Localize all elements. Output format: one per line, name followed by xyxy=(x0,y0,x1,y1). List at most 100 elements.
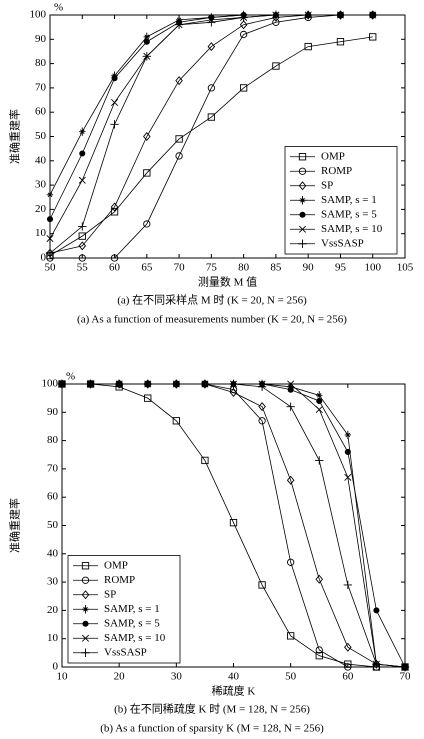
marker xyxy=(229,519,238,527)
marker xyxy=(372,659,381,669)
marker xyxy=(144,394,152,402)
y-tick-label: 80 xyxy=(47,434,59,446)
x-tick-label: 105 xyxy=(397,262,414,274)
x-tick-label: 65 xyxy=(141,262,153,274)
x-tick-label: 75 xyxy=(206,262,218,274)
marker xyxy=(287,558,295,566)
marker xyxy=(287,380,295,388)
marker xyxy=(298,153,307,161)
marker xyxy=(57,379,67,389)
marker xyxy=(287,632,295,640)
x-tick-label: 100 xyxy=(364,262,381,274)
marker xyxy=(207,42,216,52)
marker xyxy=(343,580,353,590)
y-tick-label: 10 xyxy=(35,227,47,239)
y-tick-label: 100 xyxy=(30,9,47,21)
marker xyxy=(229,387,238,397)
marker xyxy=(298,239,307,248)
marker xyxy=(239,84,248,92)
legend-label: SP xyxy=(321,179,333,191)
y-unit: % xyxy=(54,2,63,14)
marker xyxy=(110,120,119,129)
marker xyxy=(316,397,323,405)
marker xyxy=(298,167,307,175)
marker xyxy=(315,405,323,413)
marker xyxy=(315,652,323,660)
x-axis-label: 稀疏度 K xyxy=(212,684,256,698)
marker xyxy=(175,152,183,160)
marker xyxy=(298,181,307,191)
marker xyxy=(143,132,151,141)
x-tick-label: 20 xyxy=(114,671,126,683)
x-tick-label: 55 xyxy=(77,262,89,274)
marker xyxy=(110,208,119,216)
series xyxy=(57,379,410,672)
marker xyxy=(373,607,380,614)
x-tick-label: 60 xyxy=(342,671,354,683)
marker xyxy=(111,98,119,106)
y-tick-label: 20 xyxy=(35,203,47,215)
caption: (a) 在不同采样点 M 时 (K = 20, N = 256) xyxy=(117,293,307,307)
x-tick-label: 30 xyxy=(171,671,183,683)
marker xyxy=(303,10,313,20)
marker xyxy=(78,241,87,251)
marker xyxy=(298,225,307,233)
marker xyxy=(82,620,89,627)
y-tick-label: 70 xyxy=(35,81,47,93)
marker xyxy=(336,38,345,46)
x-tick-label: 40 xyxy=(228,671,240,683)
marker xyxy=(142,52,152,61)
y-tick-label: 80 xyxy=(35,57,47,69)
marker xyxy=(81,648,90,657)
marker xyxy=(258,402,266,412)
marker xyxy=(143,38,150,45)
x-tick-label: 70 xyxy=(400,671,412,683)
marker xyxy=(299,211,306,218)
marker xyxy=(86,379,95,389)
caption: (b) As a function of sparsity K (M = 128… xyxy=(100,723,324,735)
x-tick-label: 80 xyxy=(238,262,250,274)
y-tick-label: 90 xyxy=(47,406,59,418)
marker xyxy=(239,20,248,30)
marker xyxy=(81,634,90,642)
x-tick-label: 90 xyxy=(303,262,315,274)
marker xyxy=(46,235,54,243)
y-tick-label: 0 xyxy=(41,252,47,264)
marker xyxy=(344,448,351,455)
marker xyxy=(258,581,266,589)
legend-label: ROMP xyxy=(104,574,135,586)
y-tick-label: 50 xyxy=(47,519,59,531)
x-tick-label: 70 xyxy=(174,262,186,274)
marker xyxy=(82,605,89,614)
y-tick-label: 20 xyxy=(47,604,59,616)
y-tick-label: 90 xyxy=(35,33,47,45)
marker xyxy=(172,417,180,425)
marker xyxy=(336,10,345,20)
marker xyxy=(78,254,86,262)
y-unit: % xyxy=(66,371,75,383)
marker xyxy=(175,76,183,86)
marker xyxy=(257,382,267,392)
legend-label: SP xyxy=(104,588,116,600)
legend-label: OMP xyxy=(104,559,128,571)
marker xyxy=(79,127,86,136)
marker xyxy=(344,642,352,652)
marker xyxy=(200,379,210,389)
series-line xyxy=(50,14,373,259)
x-tick-label: 85 xyxy=(270,262,282,274)
marker xyxy=(315,646,323,654)
y-tick-label: 50 xyxy=(35,130,47,142)
legend-label: SAMP, s = 10 xyxy=(104,632,166,644)
y-axis-label: 准确重建率 xyxy=(8,498,22,553)
marker xyxy=(239,13,248,22)
marker xyxy=(172,379,181,389)
caption: (a) As a function of measurements number… xyxy=(77,314,347,326)
marker xyxy=(207,84,216,92)
marker xyxy=(201,456,209,465)
marker xyxy=(271,10,281,20)
marker xyxy=(239,30,248,39)
marker xyxy=(79,150,86,157)
x-tick-label: 50 xyxy=(285,671,297,683)
marker xyxy=(272,62,280,70)
marker xyxy=(143,32,151,42)
